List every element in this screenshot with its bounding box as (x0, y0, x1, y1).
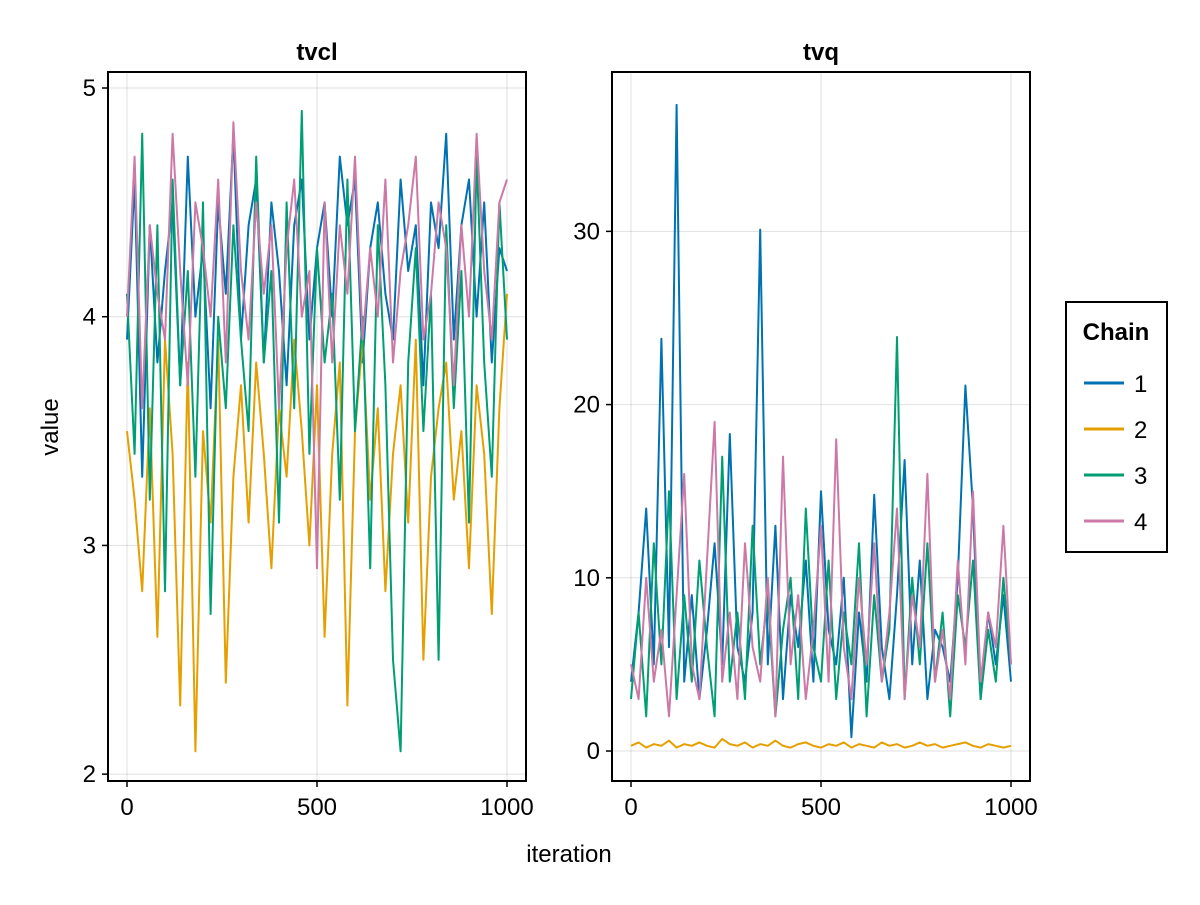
x-tick-label: 1000 (480, 794, 533, 821)
series-line-chain-2 (630, 737, 1012, 749)
legend-label: 1 (1134, 371, 1147, 398)
y-tick-label: 30 (573, 218, 600, 245)
y-tick-label: 10 (573, 565, 600, 592)
panel-tvcl: tvcl 0 500 1000 2 3 4 5 (83, 39, 534, 821)
legend-item-chain-3: 3 (1084, 463, 1147, 490)
legend-title: Chain (1083, 319, 1150, 346)
y-tick-label: 4 (83, 304, 96, 331)
x-tick-label: 1000 (984, 794, 1037, 821)
x-tick-label: 0 (624, 794, 637, 821)
x-tick-label: 0 (120, 794, 133, 821)
panel-tvq: tvq 0 500 1000 0 10 20 30 (573, 39, 1037, 821)
legend-item-chain-2: 2 (1084, 417, 1147, 444)
y-tick-label: 3 (83, 532, 96, 559)
legend-item-chain-1: 1 (1084, 371, 1147, 398)
series-line-chain-4 (630, 420, 1012, 718)
panel-title: tvcl (296, 39, 337, 66)
y-tick-label: 20 (573, 392, 600, 419)
x-tick-label: 500 (801, 794, 841, 821)
legend-label: 2 (1134, 417, 1147, 444)
legend-label: 4 (1134, 509, 1147, 536)
y-tick-label: 2 (83, 761, 96, 788)
x-axis-label: iteration (526, 841, 611, 868)
panel-title: tvq (803, 39, 839, 66)
legend: Chain 1 2 3 4 (1065, 301, 1168, 553)
legend-box (1065, 301, 1168, 553)
y-axis-label: value (37, 398, 64, 455)
x-tick-label: 500 (297, 794, 337, 821)
y-tick-label: 5 (83, 75, 96, 102)
legend-item-chain-4: 4 (1084, 509, 1147, 536)
legend-label: 3 (1134, 463, 1147, 490)
series-line-chain-4 (126, 121, 508, 570)
y-tick-label: 0 (587, 738, 600, 765)
